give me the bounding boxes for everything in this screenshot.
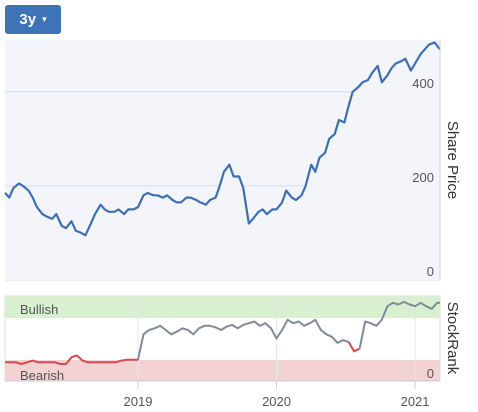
stockrank-line-segment	[347, 341, 361, 353]
price-line	[4, 41, 441, 237]
x-ticks: 2019 2020 2021	[124, 381, 430, 409]
stockrank-line-segment	[137, 318, 349, 361]
range-label: 3y	[19, 11, 37, 28]
stockrank-line-segment	[5, 354, 138, 365]
price-y-tick-label: 200	[412, 170, 434, 185]
rank-y-ticks: 0	[427, 366, 434, 381]
x-tick-label: 2020	[262, 394, 291, 409]
share-price-axis-label: Share Price	[444, 121, 461, 199]
bullish-band	[5, 296, 440, 318]
stockrank-line-segment	[358, 300, 440, 349]
x-tick-label: 2021	[401, 394, 430, 409]
price-y-tick-label: 400	[412, 76, 434, 91]
stockrank-line	[5, 300, 440, 365]
price-area-fill	[5, 42, 440, 281]
share-price-panel: 0 200 400 Share Price	[4, 40, 461, 281]
x-axis: 2019 2020 2021	[5, 380, 440, 409]
chevron-down-icon: ▾	[42, 14, 47, 24]
bearish-band	[5, 360, 440, 381]
price-y-tick-label: 0	[427, 264, 434, 279]
price-y-ticks: 0 200 400	[412, 76, 434, 279]
x-tick-label: 2019	[124, 394, 153, 409]
stockrank-axis-label: StockRank	[444, 302, 461, 375]
range-selector-button[interactable]: 3y ▾	[5, 5, 61, 34]
bearish-label: Bearish	[20, 368, 64, 383]
bullish-label: Bullish	[20, 302, 58, 317]
stockrank-panel: Bullish Bearish 0 StockRank	[4, 295, 461, 383]
rank-y-tick-label: 0	[427, 366, 434, 381]
